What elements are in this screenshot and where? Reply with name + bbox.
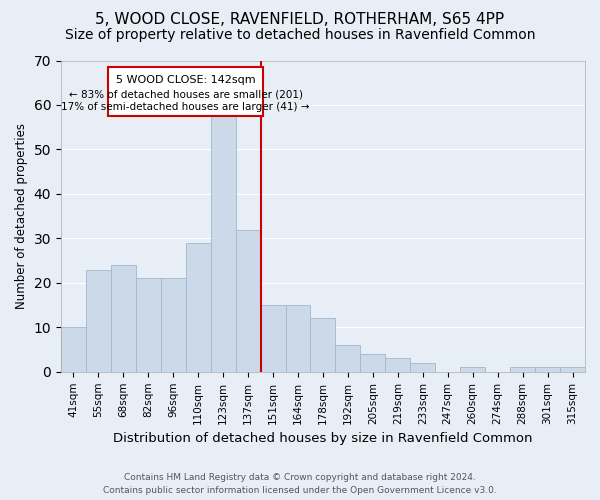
Bar [510,368,535,372]
Y-axis label: Number of detached properties: Number of detached properties [15,123,28,309]
Text: 5 WOOD CLOSE: 142sqm: 5 WOOD CLOSE: 142sqm [116,74,256,85]
Text: Size of property relative to detached houses in Ravenfield Common: Size of property relative to detached ho… [65,28,535,42]
Bar [361,354,385,372]
Text: ← 83% of detached houses are smaller (201): ← 83% of detached houses are smaller (20… [68,89,302,99]
Bar [335,345,361,372]
Bar [61,328,86,372]
Bar [535,368,560,372]
Text: 17% of semi-detached houses are larger (41) →: 17% of semi-detached houses are larger (… [61,102,310,113]
X-axis label: Distribution of detached houses by size in Ravenfield Common: Distribution of detached houses by size … [113,432,533,445]
Bar [560,368,585,372]
Bar [111,265,136,372]
Bar [161,278,185,372]
Bar [460,368,485,372]
Text: 5, WOOD CLOSE, RAVENFIELD, ROTHERHAM, S65 4PP: 5, WOOD CLOSE, RAVENFIELD, ROTHERHAM, S6… [95,12,505,28]
Bar [109,67,263,116]
Bar [136,278,161,372]
Bar [260,305,286,372]
Bar [286,305,310,372]
Bar [185,243,211,372]
Bar [385,358,410,372]
Bar [310,318,335,372]
Bar [410,363,435,372]
Bar [86,270,111,372]
Text: Contains HM Land Registry data © Crown copyright and database right 2024.
Contai: Contains HM Land Registry data © Crown c… [103,474,497,495]
Bar [211,114,236,372]
Bar [236,230,260,372]
